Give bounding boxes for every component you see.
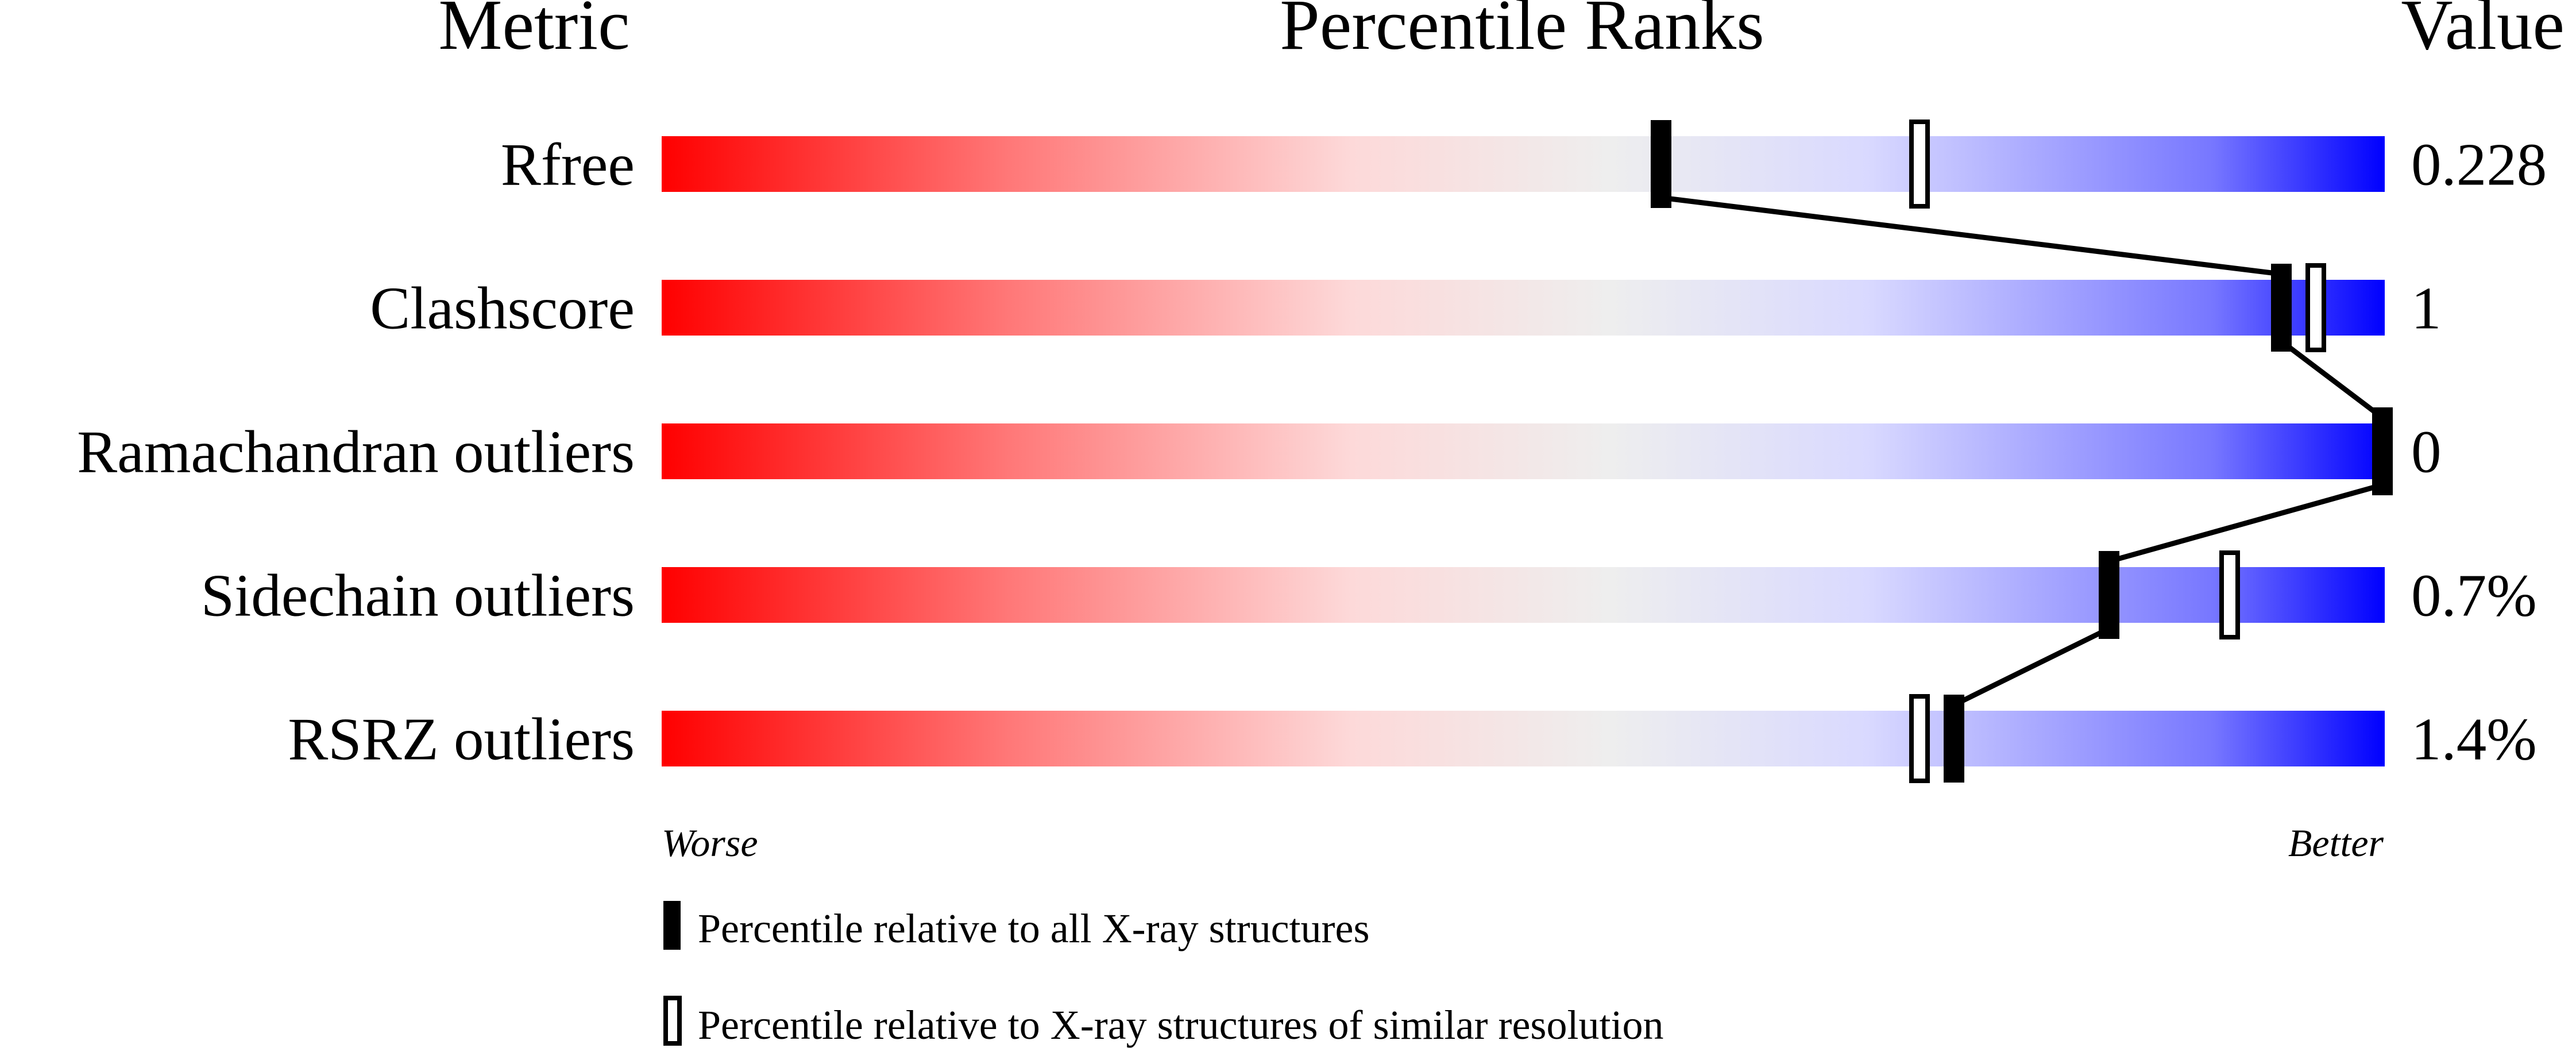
- marker-all-structures: [1944, 695, 1964, 783]
- header-percentile-ranks: Percentile Ranks: [1280, 0, 1764, 65]
- percentile-bar: [662, 711, 2385, 766]
- marker-similar-resolution: [2305, 263, 2326, 352]
- connector-line: [2280, 339, 2384, 420]
- metric-label: Clashscore: [370, 275, 635, 342]
- marker-similar-resolution: [1909, 120, 1930, 209]
- header-value: Value: [2401, 0, 2565, 65]
- metric-value: 0: [2411, 418, 2442, 486]
- metric-label: Ramachandran outliers: [77, 418, 635, 486]
- legend-open-marker-box: [663, 996, 682, 1046]
- axis-label-worse: Worse: [662, 821, 758, 865]
- marker-all-structures: [1651, 120, 1671, 208]
- metric-value: 0.228: [2411, 131, 2547, 198]
- metric-value: 1.4%: [2411, 706, 2537, 773]
- metric-value: 1: [2411, 275, 2442, 342]
- metric-value: 0.7%: [2411, 562, 2537, 629]
- marker-all-structures: [2372, 407, 2393, 495]
- metric-label: Rfree: [501, 131, 635, 198]
- legend-open-label: Percentile relative to X-ray structures …: [698, 1002, 1663, 1048]
- legend-filled-marker: [663, 901, 681, 950]
- percentile-bar: [662, 136, 2385, 192]
- marker-similar-resolution: [2219, 550, 2240, 639]
- marker-all-structures: [2271, 264, 2292, 352]
- marker-similar-resolution: [1909, 694, 1930, 783]
- metric-label: RSRZ outliers: [288, 706, 635, 773]
- percentile-bar: [662, 280, 2385, 336]
- percentile-bar: [662, 423, 2385, 479]
- connector-line: [1660, 195, 2282, 277]
- header-metric: Metric: [438, 0, 629, 65]
- connector-line: [2108, 482, 2384, 564]
- percentile-bar: [662, 567, 2385, 623]
- connector-line: [1953, 626, 2110, 708]
- marker-all-structures: [2099, 551, 2119, 639]
- axis-label-better: Better: [2288, 821, 2384, 865]
- legend-filled-label: Percentile relative to all X-ray structu…: [698, 906, 1370, 951]
- metric-label: Sidechain outliers: [201, 562, 635, 629]
